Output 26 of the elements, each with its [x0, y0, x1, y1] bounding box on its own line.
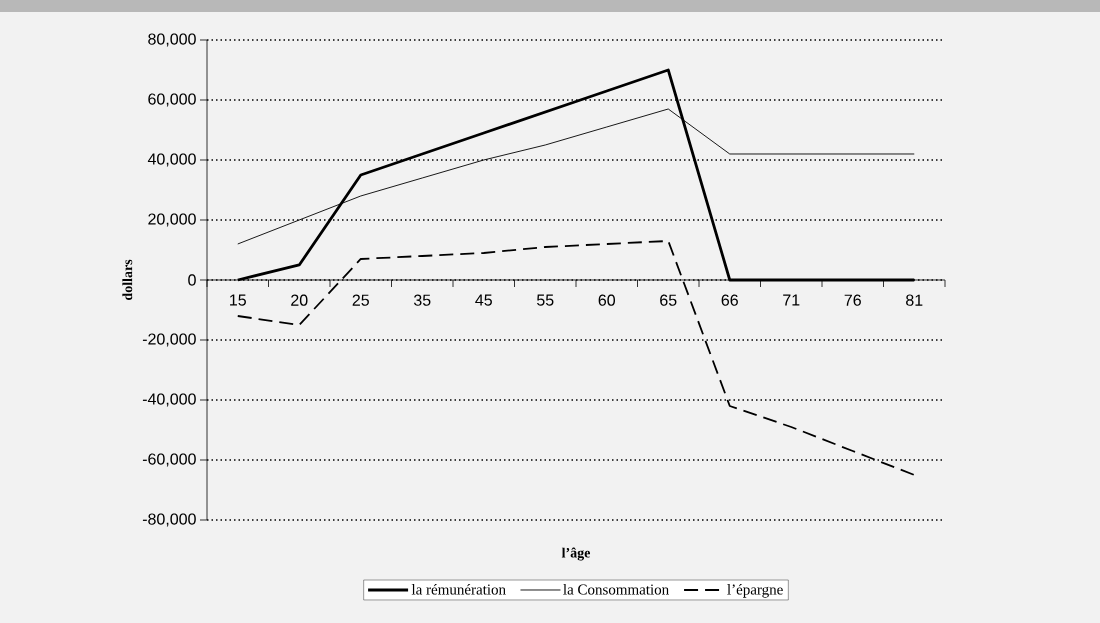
y-tick-label: 0 — [188, 274, 196, 286]
x-tick-label: 76 — [844, 294, 861, 306]
y-tick-label: -60,000 — [142, 453, 196, 467]
x-tick-label: 60 — [598, 294, 616, 306]
y-tick-label: 20,000 — [148, 213, 196, 227]
x-tick-label: 25 — [352, 294, 369, 306]
y-tick-label: -80,000 — [142, 513, 196, 527]
y-tick-label: 40,000 — [147, 153, 196, 167]
x-tick-label: 20 — [291, 294, 308, 306]
legend-label: l’épargne — [727, 584, 783, 598]
x-tick-label: 66 — [721, 294, 738, 306]
x-tick-label: 65 — [660, 294, 677, 306]
x-tick-label: 71 — [783, 294, 800, 306]
y-axis-title: dollars — [122, 259, 133, 301]
y-tick-label: -40,000 — [142, 393, 196, 407]
x-tick-label: 15 — [230, 294, 246, 306]
x-tick-label: 55 — [537, 294, 554, 306]
y-tick-label: -20,000 — [142, 333, 196, 347]
x-tick-label: 45 — [475, 294, 492, 306]
x-tick-label: 35 — [413, 294, 431, 306]
y-tick-label: 80,000 — [148, 33, 196, 47]
y-tick-label: 60,000 — [148, 93, 196, 107]
legend-label: la rémunération — [411, 584, 506, 595]
x-tick-label: 81 — [906, 294, 923, 306]
x-axis-title: l’âge — [561, 547, 591, 561]
legend-label: la Consommation — [563, 584, 669, 595]
